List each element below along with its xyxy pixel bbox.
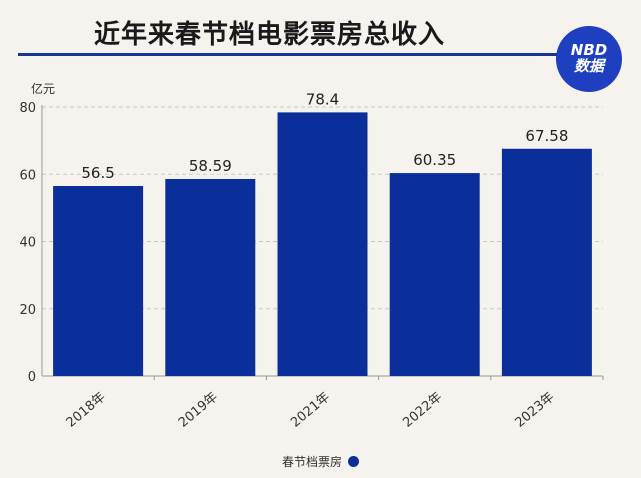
y-tick-label: 80 [19, 101, 36, 116]
x-tick-label: 2021年 [288, 390, 333, 431]
legend-label: 春节档票房 [281, 455, 342, 469]
data-label: 60.35 [413, 151, 456, 169]
bar [165, 178, 256, 376]
bar [501, 148, 592, 376]
bar [53, 186, 144, 376]
x-tick-label: 2022年 [400, 390, 445, 431]
data-label: 67.58 [525, 127, 568, 145]
legend-swatch [348, 456, 359, 467]
data-label: 58.59 [189, 157, 232, 175]
bar [277, 112, 368, 376]
logo-text-top: NBD [570, 41, 608, 60]
y-tick-label: 20 [19, 303, 36, 318]
data-label: 56.5 [81, 164, 114, 182]
x-tick-label: 2018年 [64, 390, 109, 431]
title-underline [18, 53, 558, 56]
y-axis-unit-label: 亿元 [31, 82, 56, 96]
y-tick-label: 0 [28, 370, 36, 385]
y-tick-label: 40 [19, 236, 36, 251]
chart-title: 近年来春节档电影票房总收入 [94, 20, 446, 50]
bar [389, 173, 480, 376]
legend: 春节档票房 [0, 453, 641, 470]
x-tick-label: 2019年 [176, 390, 221, 431]
data-label: 78.4 [306, 90, 339, 108]
logo-text-bottom: 数据 [573, 57, 604, 75]
y-tick-label: 60 [19, 168, 36, 183]
x-tick-label: 2023年 [513, 390, 558, 431]
nbd-logo: NBD 数据 [556, 26, 622, 92]
